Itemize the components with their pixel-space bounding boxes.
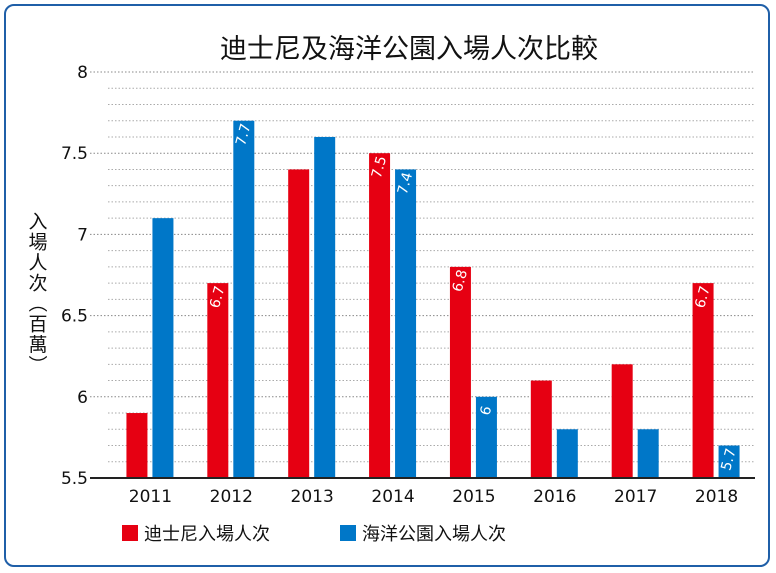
oceanpark-bar xyxy=(475,396,497,478)
y-axis-label-char: 次 xyxy=(28,273,47,295)
y-axis-label-char: 萬 xyxy=(28,334,47,356)
x-axis-ticks: 2011 2012 2013 2014 2015 2016 2017 2018 xyxy=(129,487,738,507)
disney-bar xyxy=(530,380,552,478)
y-axis-label-char: （ xyxy=(26,293,48,312)
disney-bar xyxy=(369,153,391,478)
legend-label: 海洋公園入場人次 xyxy=(362,524,506,545)
disney-bar xyxy=(288,169,310,478)
gridlines xyxy=(90,71,755,463)
legend-swatch xyxy=(340,525,356,541)
y-axis-ticks: 5.5 6 6.5 7 7.5 8 xyxy=(61,63,88,489)
oceanpark-bar xyxy=(556,429,578,478)
y-tick-label: 7 xyxy=(77,225,88,245)
oceanpark-bar xyxy=(395,169,417,478)
legend-label: 迪士尼入場人次 xyxy=(144,524,270,545)
y-axis-label: 入場人次（ 百萬） xyxy=(26,211,48,374)
legend-swatch xyxy=(122,525,138,541)
y-axis-label-char: 百 xyxy=(28,314,47,336)
y-tick-label: 5.5 xyxy=(61,469,88,489)
oceanpark-bar xyxy=(718,445,740,478)
oceanpark-bar xyxy=(637,429,659,478)
x-tick-label: 2011 xyxy=(129,487,172,507)
y-axis-label-char: 場 xyxy=(28,232,47,254)
x-tick-label: 2016 xyxy=(533,487,576,507)
x-tick-label: 2012 xyxy=(210,487,253,507)
disney-bar xyxy=(611,364,633,478)
data-labels: 6.7 7.5 6.8 6.7 7.7 7.4 6 5.7 xyxy=(207,122,739,472)
oceanpark-bar xyxy=(233,120,255,478)
x-tick-label: 2018 xyxy=(695,487,738,507)
disney-bar xyxy=(449,266,471,478)
y-tick-label: 7.5 xyxy=(61,144,88,164)
y-tick-label: 8 xyxy=(77,63,88,83)
chart-title: 迪士尼及海洋公園入場人次比較 xyxy=(220,34,598,65)
data-label: 6.8 xyxy=(450,268,471,294)
y-axis-label-char: ） xyxy=(26,355,48,374)
disney-bar xyxy=(126,413,148,478)
data-label: 7.5 xyxy=(369,154,390,180)
disney-bar xyxy=(207,283,229,478)
y-tick-label: 6.5 xyxy=(61,307,88,327)
data-label: 6 xyxy=(478,404,496,417)
oceanpark-bar xyxy=(152,218,174,478)
oceanpark-bar xyxy=(314,136,336,478)
x-tick-label: 2013 xyxy=(291,487,334,507)
data-label: 7.7 xyxy=(233,122,254,148)
y-axis-label-char: 入 xyxy=(28,211,47,233)
disney-bar xyxy=(692,283,714,478)
x-tick-label: 2017 xyxy=(614,487,657,507)
bars xyxy=(126,120,740,478)
data-label: 6.7 xyxy=(692,284,713,310)
x-tick-label: 2015 xyxy=(452,487,495,507)
data-label: 5.7 xyxy=(718,447,739,473)
y-axis-label-char: 人 xyxy=(28,252,47,274)
x-tick-label: 2014 xyxy=(371,487,414,507)
data-label: 7.4 xyxy=(395,171,416,197)
y-tick-label: 6 xyxy=(77,388,88,408)
data-label: 6.7 xyxy=(207,284,228,310)
legend: 迪士尼入場人次 海洋公園入場人次 xyxy=(122,524,506,545)
